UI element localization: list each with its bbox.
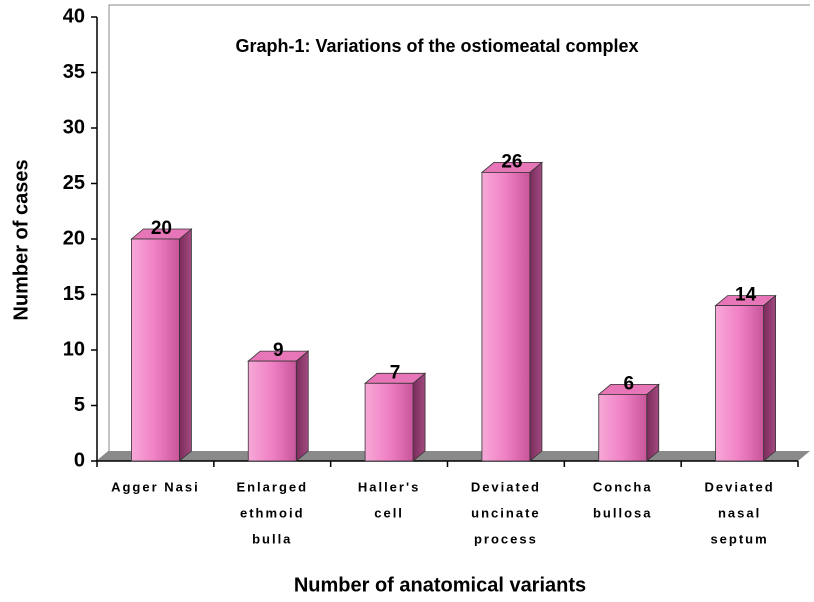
x-tick-label: process [474, 531, 538, 546]
chart-title: Graph-1: Variations of the ostiomeatal c… [235, 36, 638, 56]
x-tick-label: cell [374, 505, 404, 520]
x-tick-label: Deviated [704, 479, 774, 494]
bar-side [646, 383, 660, 462]
x-tick-label: septum [710, 531, 768, 546]
x-tick-label: ethmoid [240, 505, 305, 520]
value-label: 20 [151, 218, 172, 239]
y-tick-label: 30 [63, 116, 85, 138]
bar-side [529, 161, 543, 462]
value-label: 14 [735, 285, 757, 306]
bar-side [412, 372, 426, 462]
bar [598, 393, 648, 462]
y-tick-label: 40 [63, 5, 85, 27]
value-label: 9 [273, 340, 284, 361]
back-wall [96, 4, 810, 462]
bar-side [179, 228, 192, 462]
y-tick-label: 10 [63, 338, 85, 360]
y-tick-label: 5 [74, 394, 85, 416]
bar [481, 171, 531, 462]
bar-side [763, 294, 776, 462]
bar [247, 360, 297, 462]
x-axis-title: Number of anatomical variants [294, 574, 586, 596]
y-tick-label: 15 [63, 283, 85, 305]
bar [715, 305, 764, 462]
bar [364, 382, 414, 462]
x-tick-label: Concha [593, 479, 653, 494]
bar-side [295, 350, 309, 462]
x-tick-label: bullosa [593, 505, 653, 520]
y-tick-label: 25 [63, 172, 85, 194]
floor [97, 451, 810, 461]
value-label: 26 [501, 151, 522, 172]
x-tick-label: bulla [252, 531, 292, 546]
bar [131, 238, 180, 462]
y-tick-label: 35 [63, 61, 85, 83]
value-label: 6 [623, 373, 634, 394]
value-label: 7 [390, 362, 401, 383]
x-tick-label: Deviated [471, 479, 541, 494]
x-tick-label: Haller's [358, 479, 420, 494]
y-axis-title: Number of cases [10, 159, 32, 320]
y-tick-label: 0 [74, 449, 85, 471]
x-tick-label: uncinate [471, 505, 540, 520]
y-tick-label: 20 [63, 227, 85, 249]
x-tick-label: nasal [718, 505, 761, 520]
x-tick-label: Agger Nasi [111, 479, 200, 494]
x-tick-label: Enlarged [236, 479, 308, 494]
